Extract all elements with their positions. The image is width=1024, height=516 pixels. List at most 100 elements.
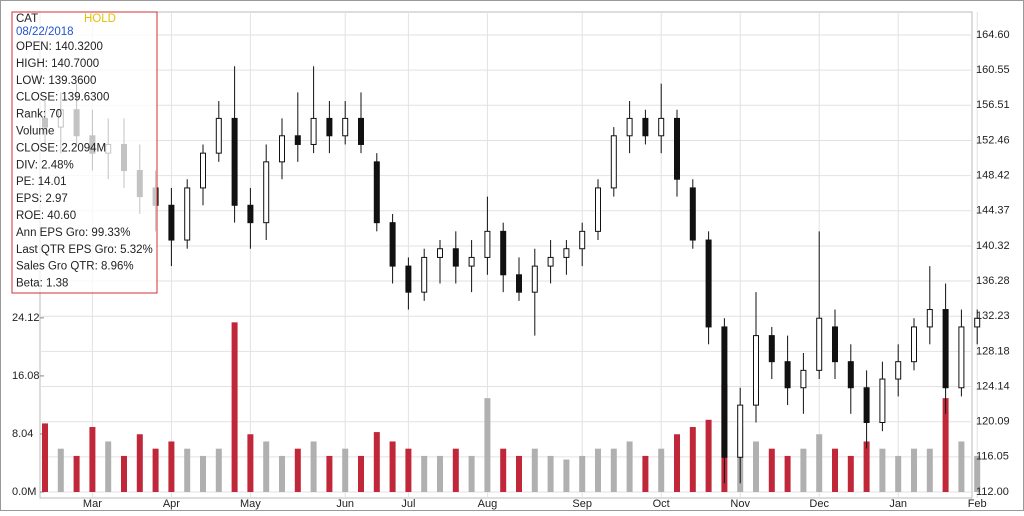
candle-body (484, 230, 491, 258)
volume-bar (57, 448, 64, 492)
volume-bar (658, 448, 665, 492)
candle-body (184, 187, 191, 241)
volume-bar (121, 455, 127, 492)
volume-bar (500, 448, 507, 492)
y-tick-label: 152.46 (976, 134, 1010, 146)
x-tick-label: Dec (809, 498, 829, 510)
volume-bar (247, 434, 254, 492)
volume-bar (768, 448, 775, 492)
volume-bar (974, 455, 981, 492)
marks (42, 66, 981, 492)
info-line: CLOSE: 2.2094M (16, 142, 106, 154)
candle-body (421, 256, 428, 293)
volume-bar (484, 398, 491, 492)
volume-bar (373, 432, 380, 492)
volume-bar (279, 455, 285, 492)
volume-bar (895, 455, 902, 492)
candle-body (926, 309, 933, 328)
rating: HOLD (84, 13, 116, 25)
candle-body (832, 326, 838, 363)
volume-bar (468, 455, 475, 492)
volume-bar (358, 455, 364, 492)
candle-body (595, 187, 601, 232)
volume-bar (184, 448, 191, 492)
candle-body (405, 265, 412, 293)
volume-bar (610, 448, 617, 492)
candle-body (389, 222, 396, 267)
y-tick-label: 116.05 (976, 451, 1009, 463)
volume-bar (689, 427, 696, 492)
candle-body (689, 187, 696, 241)
volume-bar (958, 441, 965, 492)
x-tick-label: Oct (653, 498, 670, 510)
candle-body (310, 117, 317, 145)
y-tick-label: 128.18 (976, 345, 1010, 357)
y-tick-label: 164.60 (976, 29, 1010, 41)
candle-body (768, 335, 775, 363)
volume-bar (342, 448, 349, 492)
volume-bar (516, 455, 522, 492)
volume-bar (310, 441, 317, 492)
x-tick-label: Aug (478, 498, 498, 510)
volume-bar (942, 398, 949, 492)
volume-bar (405, 448, 412, 492)
y-tick-label: 124.14 (976, 380, 1010, 392)
x-tick-label: May (240, 498, 261, 510)
volume-bar (136, 434, 143, 492)
volume-bar (626, 441, 633, 492)
x-tick-label: Feb (968, 498, 987, 510)
info-line: OPEN: 140.3200 (16, 41, 103, 53)
volume-bar (263, 441, 270, 492)
candle-body (863, 387, 870, 423)
volume-bar (800, 448, 807, 492)
x-tick-label: Jan (889, 498, 907, 510)
y2-tick-label: 24.12 (12, 312, 40, 324)
candle-body (563, 248, 570, 258)
y-tick-label: 144.37 (976, 205, 1010, 217)
volume-bar (437, 455, 443, 492)
volume-bar (816, 434, 823, 492)
y2-tick-label: 8.04 (12, 428, 33, 440)
candle-body (942, 309, 949, 389)
volume-bar (73, 455, 80, 492)
candle-body (516, 274, 522, 293)
info-line: CLOSE: 139.6300 (16, 92, 109, 104)
candle-body (784, 361, 791, 389)
y-tick-label: 160.55 (976, 64, 1010, 76)
candle-body (200, 152, 206, 189)
y-tick-label: 156.51 (976, 99, 1010, 111)
volume-bar (705, 419, 712, 492)
volume-bar (847, 455, 854, 492)
candle-body (168, 204, 175, 241)
y-tick-label: 132.23 (976, 310, 1010, 322)
candle-body (879, 378, 886, 423)
candle-body (753, 335, 759, 406)
candle-body (247, 204, 254, 224)
volume-bar (547, 455, 554, 492)
info-line: Volume (16, 126, 54, 138)
volume-bar (152, 448, 159, 492)
info-line: Sales Gro QTR: 8.96% (16, 261, 134, 273)
candle-body (958, 326, 965, 389)
candle-body (642, 117, 649, 137)
info-line: Beta: 1.38 (16, 278, 68, 290)
candle-body (816, 317, 823, 371)
x-tick-label: Apr (163, 498, 180, 510)
candle-body (737, 404, 744, 458)
candle-body (263, 161, 270, 224)
x-tick-label: Mar (83, 498, 102, 510)
candle-body (579, 230, 586, 250)
candle-body (658, 117, 665, 137)
candle-body (279, 135, 285, 163)
candle-body (974, 317, 981, 328)
candle-body (231, 117, 238, 206)
volume-bar (389, 441, 396, 492)
symbol: CAT (16, 13, 38, 25)
volume-bar (531, 448, 538, 492)
candle-body (800, 369, 807, 389)
candle-body (326, 117, 333, 137)
info-line: Last QTR EPS Gro: 5.32% (16, 244, 153, 256)
candle-body (358, 117, 364, 145)
volume-bar (784, 455, 791, 492)
